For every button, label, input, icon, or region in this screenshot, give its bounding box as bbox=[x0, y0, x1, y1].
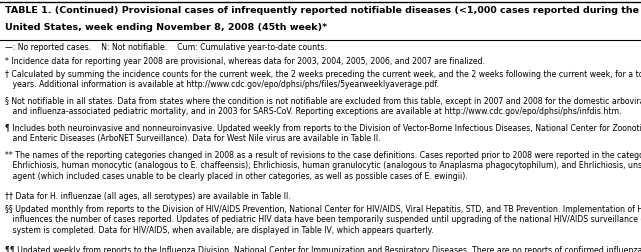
Text: † Calculated by summing the incidence counts for the current week, the 2 weeks p: † Calculated by summing the incidence co… bbox=[5, 70, 641, 89]
Text: ¶ Includes both neuroinvasive and nonneuroinvasive. Updated weekly from reports : ¶ Includes both neuroinvasive and nonneu… bbox=[5, 124, 641, 143]
Text: TABLE 1. (Continued) Provisional cases of infrequently reported notifiable disea: TABLE 1. (Continued) Provisional cases o… bbox=[5, 6, 641, 15]
Text: * Incidence data for reporting year 2008 are provisional, whereas data for 2003,: * Incidence data for reporting year 2008… bbox=[5, 56, 485, 66]
Text: ¶¶ Updated weekly from reports to the Influenza Division, National Center for Im: ¶¶ Updated weekly from reports to the In… bbox=[5, 245, 641, 252]
Text: †† Data for H. influenzae (all ages, all serotypes) are available in Table II.: †† Data for H. influenzae (all ages, all… bbox=[5, 192, 291, 201]
Text: § Not notifiable in all states. Data from states where the condition is not noti: § Not notifiable in all states. Data fro… bbox=[5, 97, 641, 116]
Text: United States, week ending November 8, 2008 (45th week)*: United States, week ending November 8, 2… bbox=[5, 23, 327, 33]
Text: ** The names of the reporting categories changed in 2008 as a result of revision: ** The names of the reporting categories… bbox=[5, 151, 641, 181]
Text: —: No reported cases.    N: Not notifiable.    Cum: Cumulative year-to-date coun: —: No reported cases. N: Not notifiable.… bbox=[5, 43, 327, 52]
Text: §§ Updated monthly from reports to the Division of HIV/AIDS Prevention, National: §§ Updated monthly from reports to the D… bbox=[5, 205, 641, 235]
